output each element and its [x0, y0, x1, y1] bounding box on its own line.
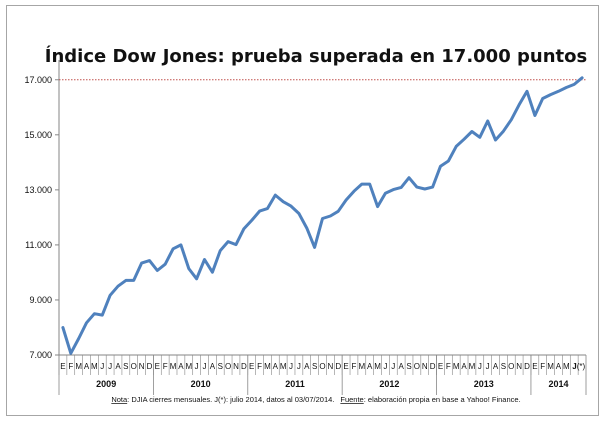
- x-month-label: F: [352, 362, 357, 371]
- x-month-label: A: [178, 362, 184, 371]
- year-label: 2011: [285, 379, 305, 389]
- x-month-label: N: [139, 362, 145, 371]
- y-tick-label: 9.000: [29, 295, 52, 305]
- x-month-label: D: [241, 362, 247, 371]
- x-month-label: F: [163, 362, 168, 371]
- x-month-label: F: [68, 362, 73, 371]
- x-month-label: A: [493, 362, 499, 371]
- x-month-label: M: [170, 362, 177, 371]
- x-month-label: E: [343, 362, 348, 371]
- year-label: 2010: [191, 379, 211, 389]
- x-month-label: M: [547, 362, 554, 371]
- x-month-label: D: [147, 362, 153, 371]
- x-month-label: O: [414, 362, 420, 371]
- footnote-note-text: : DJIA cierres mensuales. J(*): julio 20…: [127, 395, 334, 404]
- x-month-label: M: [280, 362, 287, 371]
- x-month-label: A: [273, 362, 279, 371]
- x-month-label: M: [453, 362, 460, 371]
- x-month-label: O: [319, 362, 325, 371]
- x-month-label: J(*): [573, 362, 586, 371]
- y-tick-label: 17.000: [24, 75, 52, 85]
- x-month-label: D: [335, 362, 341, 371]
- x-month-label: M: [185, 362, 192, 371]
- x-month-label: D: [524, 362, 530, 371]
- x-month-label: J: [572, 362, 576, 371]
- x-month-label: J: [478, 362, 482, 371]
- y-tick-label: 11.000: [25, 240, 52, 250]
- x-month-label: J: [195, 362, 199, 371]
- x-month-label: O: [225, 362, 231, 371]
- x-month-label: E: [438, 362, 443, 371]
- year-label: 2012: [379, 379, 399, 389]
- x-month-label: S: [218, 362, 223, 371]
- footnote-source-label: Fuente: [340, 395, 363, 404]
- x-month-label: A: [367, 362, 373, 371]
- x-month-label: A: [461, 362, 467, 371]
- chart-axes: [55, 60, 587, 395]
- x-month-label: A: [115, 362, 121, 371]
- y-tick-label: 13.000: [24, 185, 52, 195]
- chart-frame: [6, 5, 599, 416]
- x-month-label: F: [257, 362, 262, 371]
- x-month-label: N: [516, 362, 522, 371]
- x-month-label: A: [84, 362, 90, 371]
- x-month-label: N: [422, 362, 428, 371]
- x-month-label: M: [469, 362, 476, 371]
- footnote: Nota: DJIA cierres mensuales. J(*): juli…: [111, 395, 520, 404]
- x-month-label: S: [123, 362, 128, 371]
- x-month-label: O: [131, 362, 137, 371]
- x-month-label: E: [60, 362, 65, 371]
- footnote-note-label: Nota: [111, 395, 128, 404]
- y-tick-label: 7.000: [29, 350, 52, 360]
- x-month-label: M: [91, 362, 98, 371]
- x-month-label: N: [233, 362, 239, 371]
- year-label: 2014: [548, 379, 568, 389]
- x-month-label: J: [108, 362, 112, 371]
- x-month-label: E: [155, 362, 160, 371]
- year-labels: 2009 2010 2011 2012 2013 2014: [96, 379, 568, 389]
- x-month-label: A: [304, 362, 310, 371]
- x-month-label: F: [540, 362, 545, 371]
- x-month-label: J: [203, 362, 207, 371]
- year-label: 2013: [474, 379, 494, 389]
- x-month-label: M: [374, 362, 381, 371]
- x-month-label: N: [327, 362, 333, 371]
- x-month-label: D: [430, 362, 436, 371]
- x-month-label: J: [391, 362, 395, 371]
- chart-title: Índice Dow Jones: prueba superada en 17.…: [45, 45, 587, 67]
- x-month-label: S: [312, 362, 317, 371]
- x-month-label: A: [210, 362, 216, 371]
- x-month-label: S: [406, 362, 411, 371]
- dow-jones-line: [61, 76, 584, 355]
- x-month-label: S: [501, 362, 506, 371]
- x-month-label: A: [556, 362, 562, 371]
- x-month-label: F: [446, 362, 451, 371]
- x-month-label: J: [100, 362, 104, 371]
- x-month-label: E: [532, 362, 537, 371]
- x-month-label: J: [297, 362, 301, 371]
- footnote-source-text: : elaboración propia en base a Yahoo! Fi…: [364, 395, 521, 404]
- series-group: [61, 76, 584, 355]
- y-tick-label: 15.000: [24, 130, 52, 140]
- x-month-label: J: [289, 362, 293, 371]
- x-month-label: M: [358, 362, 365, 371]
- x-month-label: J: [486, 362, 490, 371]
- x-month-label: J: [383, 362, 387, 371]
- x-month-label: M: [563, 362, 570, 371]
- x-month-label: M: [264, 362, 271, 371]
- x-month-label: A: [398, 362, 404, 371]
- x-month-label: O: [508, 362, 514, 371]
- year-label: 2009: [96, 379, 116, 389]
- x-month-label: M: [75, 362, 82, 371]
- x-month-label: E: [249, 362, 254, 371]
- y-tick-labels: 7.000 9.000 11.000 13.000 15.000 17.000: [24, 75, 52, 360]
